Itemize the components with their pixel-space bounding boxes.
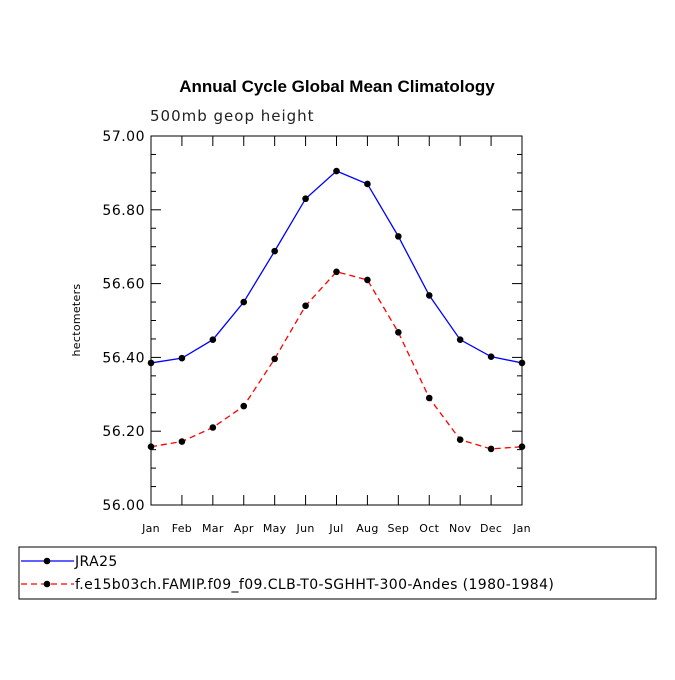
x-tick-label: Mar: [202, 522, 224, 535]
data-point: [147, 443, 155, 450]
data-point: [487, 445, 495, 453]
y-tick-label: 56.60: [102, 277, 145, 293]
data-point: [271, 355, 278, 363]
legend-label: f.e15b03ch.FAMIP.f09_f09.CLB-T0-SGHHT-30…: [75, 577, 554, 593]
data-point: [147, 359, 155, 367]
x-tick-label: Aug: [356, 522, 378, 535]
y-tick-label: 57.00: [102, 129, 145, 145]
axes: 56.00 56.20 56.40 56.60 56.80 57.00 Jan Feb Mar A…: [102, 129, 531, 535]
x-tick-label: Jun: [296, 522, 315, 535]
data-point: [178, 438, 186, 445]
plot-frame: [150, 135, 523, 506]
legend: JRA25 f.e15b03ch.FAMIP.f09_f09.CLB-T0-SGH…: [18, 546, 657, 600]
x-tick-label: Oct: [419, 522, 439, 535]
legend-marker: [43, 557, 51, 565]
x-tick-label: Jan: [512, 522, 531, 535]
data-point: [395, 233, 402, 240]
data-point: [302, 302, 309, 310]
series-line: [150, 170, 523, 364]
x-tick-label: Nov: [449, 522, 472, 535]
data-point: [209, 336, 217, 343]
series-group: [147, 167, 526, 453]
x-tick-label: Dec: [480, 522, 502, 535]
series-1: [147, 167, 526, 367]
data-point: [240, 298, 248, 306]
y-tick-label: 56.00: [102, 498, 145, 514]
data-point: [456, 336, 464, 343]
x-tick-label: Feb: [172, 522, 192, 535]
y-tick-label: 56.20: [102, 424, 145, 440]
data-point: [333, 167, 340, 175]
data-point: [302, 195, 309, 203]
chart-subtitle: 500mb geop height: [150, 107, 315, 125]
data-point: [487, 353, 495, 360]
data-point: [425, 394, 433, 402]
y-tick-label: 56.80: [102, 203, 145, 219]
x-tick-label: Jan: [141, 522, 160, 535]
x-tick-label: Apr: [234, 522, 254, 535]
series-2: [147, 268, 526, 453]
y-tick-label: 56.40: [102, 350, 145, 366]
data-point: [395, 329, 402, 336]
data-point: [518, 359, 526, 367]
data-point: [178, 354, 186, 362]
data-point: [518, 443, 526, 450]
data-point: [271, 247, 278, 255]
data-point: [333, 268, 340, 276]
data-point: [209, 424, 217, 431]
data-point: [456, 436, 464, 443]
data-point: [240, 402, 248, 410]
data-point: [364, 276, 371, 284]
chart-title: Annual Cycle Global Mean Climatology: [179, 77, 495, 96]
x-tick-label: Jul: [328, 522, 343, 535]
y-axis-label: hectometers: [70, 284, 83, 357]
legend-label: JRA25: [74, 554, 118, 570]
x-tick-label: May: [263, 522, 287, 535]
legend-marker: [43, 580, 51, 588]
x-tick-label: Sep: [388, 522, 410, 535]
legend-box: [18, 546, 657, 600]
data-point: [364, 180, 371, 188]
series-line: [150, 271, 523, 450]
data-point: [425, 292, 433, 299]
